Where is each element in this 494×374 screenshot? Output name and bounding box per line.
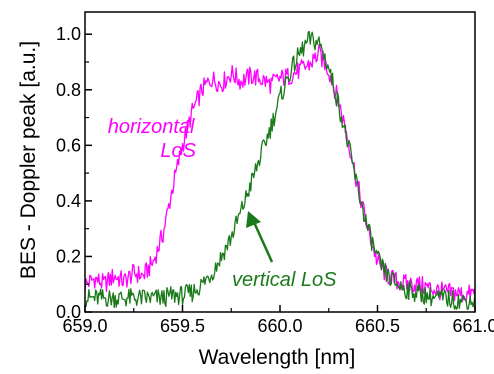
x-tick-label: 659.0 <box>62 316 107 336</box>
y-tick-label: 0.6 <box>56 135 81 155</box>
x-tick-label: 660.5 <box>355 316 400 336</box>
tick-layer: 659.0 659.5 660.0 660.5 661.0 0.0 0.2 0.4 0.6 0.8… <box>56 24 494 336</box>
vertical-los-arrow <box>251 219 274 263</box>
y-tick-label: 1.0 <box>56 24 81 44</box>
horizontal-los-annotation: horizontal LoS <box>108 116 200 162</box>
y-tick-label: 0.2 <box>56 246 81 266</box>
y-axis-title: BES - Doppler peak [a.u.] <box>17 41 40 279</box>
series-layer <box>84 30 476 310</box>
vertical-los-arrowhead <box>246 211 261 228</box>
series-vertical-line <box>84 30 476 310</box>
x-tick-label: 659.5 <box>160 316 205 336</box>
x-tick-label: 661.0 <box>452 316 494 336</box>
horizontal-los-line2: LoS <box>160 140 196 162</box>
series-horizontal-line <box>84 44 476 303</box>
x-tick-label: 660.0 <box>257 316 302 336</box>
plot-frame <box>84 11 476 313</box>
y-tick-label: 0.8 <box>56 80 81 100</box>
x-axis-title: Wavelength [nm] <box>199 346 356 369</box>
y-tick-label: 0.4 <box>56 191 81 211</box>
annotation-layer: horizontal LoS vertical LoS <box>108 116 337 291</box>
horizontal-los-line1: horizontal <box>108 116 195 138</box>
y-tick-label: 0.0 <box>56 302 81 322</box>
vertical-los-annotation: vertical LoS <box>232 269 337 291</box>
